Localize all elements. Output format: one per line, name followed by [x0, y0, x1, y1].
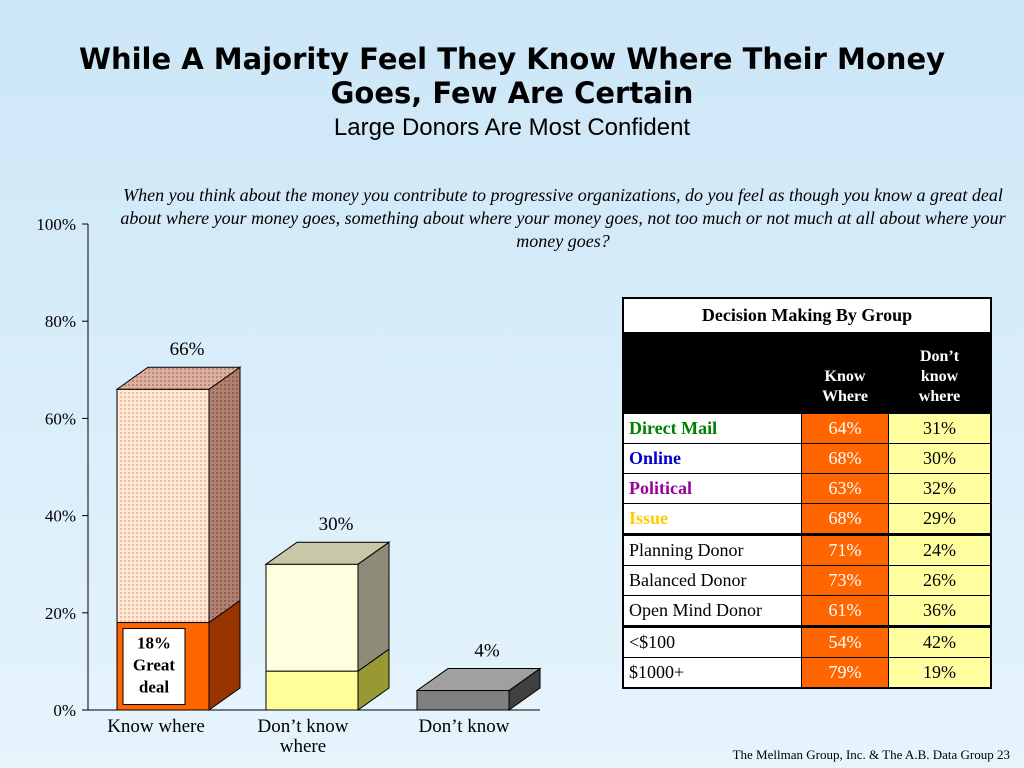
table-row: Direct Mail 64% 31%: [622, 413, 992, 444]
row-label: Direct Mail: [622, 413, 802, 444]
table-row: Issue 68% 29%: [622, 503, 992, 535]
dont-know-where-cell: 31%: [888, 413, 992, 444]
y-tick-label: 20%: [45, 604, 76, 623]
col-header-dk-line-1: Don’t: [919, 348, 960, 365]
know-where-cell: 68%: [801, 443, 889, 474]
bar-segment: [265, 670, 359, 711]
table-row: <$100 54% 42%: [622, 625, 992, 658]
dont-know-where-cell: 19%: [888, 657, 992, 689]
row-label: Open Mind Donor: [622, 595, 802, 627]
x-category-label: where: [280, 736, 326, 757]
y-tick-label: 60%: [45, 409, 76, 428]
bar-segment: [416, 690, 510, 711]
y-tick-label: 0%: [53, 701, 76, 720]
row-label: <$100: [622, 625, 802, 658]
row-label: Balanced Donor: [622, 565, 802, 596]
dont-know-where-cell: 36%: [888, 595, 992, 627]
col-header-dk-line-2: know: [920, 368, 959, 385]
bar-segment: [265, 563, 359, 672]
table-row: Political 63% 32%: [622, 473, 992, 504]
page-subtitle: Large Donors Are Most Confident: [333, 114, 691, 141]
know-where-cell: 61%: [801, 595, 889, 627]
bar-top-face: [264, 541, 391, 565]
col-header-know-line-1: Know: [824, 368, 866, 385]
row-label: Political: [622, 473, 802, 504]
x-category-label: Don’t know: [258, 716, 349, 737]
row-label: Issue: [622, 503, 802, 535]
know-where-cell: 68%: [801, 503, 889, 535]
y-tick-label: 80%: [45, 312, 76, 331]
know-where-cell: 64%: [801, 413, 889, 444]
bar-top-face: [415, 668, 542, 692]
know-where-cell: 73%: [801, 565, 889, 596]
dont-know-where-cell: 26%: [888, 565, 992, 596]
know-where-cell: 63%: [801, 473, 889, 504]
title-line-2: Goes, Few Are Certain: [330, 76, 694, 110]
know-where-cell: 79%: [801, 657, 889, 689]
col-header-know-where: Know Where: [801, 332, 889, 414]
table-title: Decision Making By Group: [622, 297, 992, 333]
great-deal-label: deal: [139, 678, 170, 697]
decision-making-table: Decision Making By Group Know Where Don’t…: [622, 297, 992, 689]
bar-segment-side: [208, 366, 241, 624]
know-where-cell: 71%: [801, 533, 889, 566]
dont-know-where-cell: 42%: [888, 625, 992, 658]
y-tick-label: 100%: [36, 215, 76, 234]
col-header-dont-know-where: Don’t know where: [888, 332, 992, 414]
bar-total-label: 30%: [319, 514, 354, 535]
dont-know-where-cell: 30%: [888, 443, 992, 474]
survey-question: When you think about the money you contr…: [120, 185, 1006, 251]
x-category-label: Know where: [107, 716, 205, 737]
bar-segment-side: [357, 541, 390, 673]
dont-know-where-cell: 29%: [888, 503, 992, 535]
bar-top-face: [115, 366, 242, 390]
row-label: $1000+: [622, 657, 802, 689]
y-tick-label: 40%: [45, 507, 76, 526]
dont-know-where-cell: 32%: [888, 473, 992, 504]
bar-segment: [116, 388, 210, 624]
footer-credit: The Mellman Group, Inc. & The A.B. Data …: [732, 747, 1010, 762]
table-row: Balanced Donor 73% 26%: [622, 565, 992, 596]
page-title: While A Majority Feel They Know Where Th…: [0, 42, 1024, 110]
great-deal-label-box: [122, 628, 186, 706]
bar-total-label: 66%: [170, 339, 205, 360]
table-corner: [622, 332, 802, 414]
great-deal-label: 18%: [137, 634, 171, 653]
table-row: Planning Donor 71% 24%: [622, 533, 992, 566]
great-deal-label: Great: [133, 656, 176, 675]
table-row: Online 68% 30%: [622, 443, 992, 474]
bar-total-label: 4%: [474, 641, 500, 662]
col-header-know-line-2: Where: [822, 388, 868, 405]
x-category-label: Don’t know: [419, 716, 510, 737]
dont-know-where-cell: 24%: [888, 533, 992, 566]
title-line-1: While A Majority Feel They Know Where Th…: [78, 42, 946, 76]
table-row: Open Mind Donor 61% 36%: [622, 595, 992, 627]
col-header-dk-line-3: where: [918, 388, 961, 405]
know-where-cell: 54%: [801, 625, 889, 658]
row-label: Online: [622, 443, 802, 474]
row-label: Planning Donor: [622, 533, 802, 566]
table-row: $1000+ 79% 19%: [622, 657, 992, 689]
